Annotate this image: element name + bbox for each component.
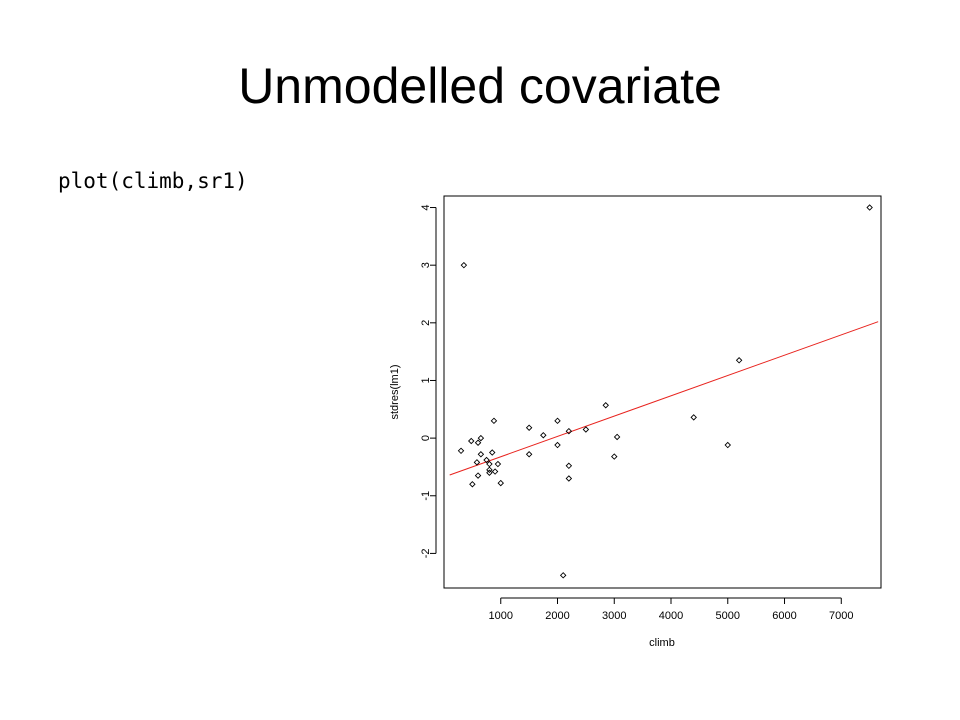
data-point: [460, 261, 468, 269]
y-tick-label: 2: [420, 320, 432, 326]
data-point: [491, 468, 499, 475]
data-point: [690, 414, 697, 421]
x-tick-label: 5000: [716, 610, 740, 622]
data-point: [559, 572, 567, 579]
data-point: [565, 462, 573, 470]
y-tick-label: -1: [420, 491, 432, 501]
y-tick-label: -2: [420, 549, 432, 559]
x-axis: 1000 2000 3000 4000 5000 6000 7000: [489, 597, 854, 622]
data-point: [490, 417, 498, 425]
data-point: [469, 480, 476, 488]
data-point: [554, 441, 561, 449]
y-axis-label: stdres(lm1): [389, 364, 401, 419]
data-point: [582, 426, 590, 433]
x-tick-label: 3000: [602, 610, 626, 622]
data-point: [477, 434, 485, 442]
data-point: [525, 451, 533, 458]
y-tick-label: 4: [420, 204, 432, 210]
y-axis: -2 -1 0 1 2 3 4: [420, 204, 437, 559]
data-point: [474, 439, 482, 446]
data-point: [540, 431, 547, 439]
data-point: [489, 449, 496, 456]
x-tick-label: 2000: [545, 610, 569, 622]
data-point: [473, 459, 481, 466]
y-tick-label: 1: [420, 377, 432, 383]
data-point: [497, 479, 504, 487]
code-snippet: plot(climb,sr1): [58, 169, 248, 193]
data-point: [525, 424, 533, 431]
data-points: [457, 204, 873, 579]
x-tick-label: 1000: [489, 610, 513, 622]
slide-title: Unmodelled covariate: [238, 58, 722, 114]
data-point: [613, 433, 621, 441]
data-point: [477, 451, 485, 458]
data-point: [735, 357, 743, 364]
data-point: [724, 441, 732, 449]
data-point: [483, 456, 490, 464]
y-tick-label: 0: [420, 435, 432, 441]
data-point: [602, 402, 609, 409]
regression-line: [449, 321, 879, 476]
data-point: [486, 460, 493, 468]
data-point: [468, 437, 475, 445]
x-tick-label: 7000: [829, 610, 853, 622]
data-point: [554, 417, 561, 425]
y-tick-label: 3: [420, 262, 432, 268]
data-point: [565, 427, 573, 435]
x-tick-label: 6000: [772, 610, 796, 622]
data-point: [866, 204, 873, 211]
plot-frame: [443, 195, 882, 589]
data-point: [565, 475, 573, 482]
data-point: [474, 472, 482, 479]
data-point: [486, 466, 493, 474]
x-tick-label: 4000: [659, 610, 683, 622]
data-point: [494, 460, 502, 468]
data-point: [611, 453, 618, 460]
data-point: [486, 469, 493, 476]
x-axis-label: climb: [649, 637, 675, 649]
data-point: [457, 447, 465, 455]
